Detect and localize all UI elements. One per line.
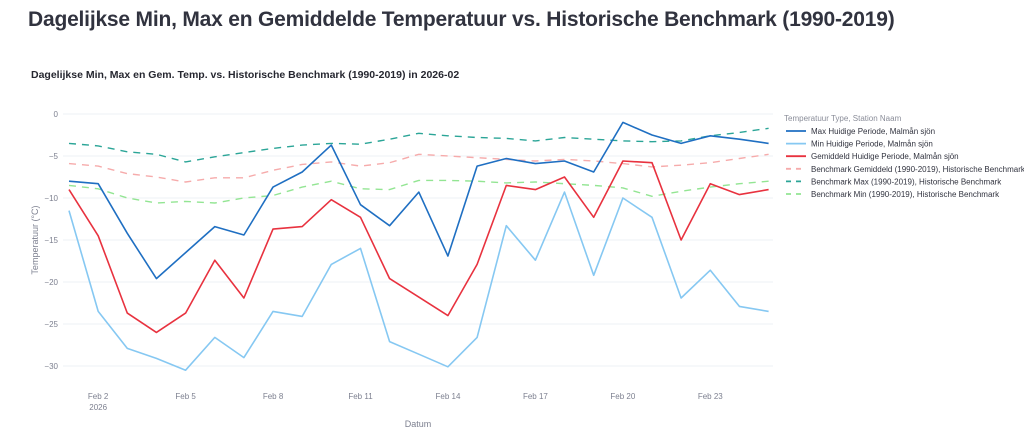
x-tick-label: Feb 11 — [348, 392, 373, 401]
series-lines — [68, 121, 769, 372]
legend[interactable]: Temperatuur Type, Station Naam Max Huidi… — [784, 114, 1024, 199]
legend-label: Benchmark Gemiddeld (1990-2019), Histori… — [811, 165, 1024, 174]
legend-label: Benchmark Max (1990-2019), Historische B… — [811, 177, 1002, 186]
series-line-1 — [68, 191, 769, 372]
chart-title: Dagelijkse Min, Max en Gem. Temp. vs. Hi… — [31, 69, 459, 81]
x-axis-ticks: Feb 2 2026 Feb 5 Feb 8 Feb 11 Feb 14 Feb 17 Feb… — [88, 392, 723, 412]
y-axis-ticks: 0 −5 −10 −15 −20 −25 −30 — [44, 110, 58, 371]
legend-title: Temperatuur Type, Station Naam — [784, 114, 902, 123]
series-line-3 — [68, 153, 769, 183]
series-line-5 — [68, 179, 769, 204]
x-tick-label: Feb 20 — [610, 392, 635, 401]
x-tick-year-label: 2026 — [89, 403, 107, 412]
y-tick-label: −25 — [44, 320, 58, 329]
series-line-4 — [68, 127, 769, 163]
legend-item[interactable]: Min Huidige Periode, Malmån sjön — [786, 140, 933, 149]
legend-item[interactable]: Max Huidige Periode, Malmån sjön — [786, 127, 935, 136]
x-tick-label: Feb 23 — [698, 392, 723, 401]
legend-label: Gemiddeld Huidige Periode, Malmån sjön — [811, 152, 959, 161]
series-line-0 — [68, 121, 769, 280]
legend-item[interactable]: Benchmark Gemiddeld (1990-2019), Histori… — [786, 165, 1024, 174]
y-tick-label: −15 — [44, 236, 58, 245]
y-tick-label: −30 — [44, 362, 58, 371]
x-tick-label: Feb 8 — [263, 392, 284, 401]
legend-item[interactable]: Gemiddeld Huidige Periode, Malmån sjön — [786, 152, 959, 161]
x-axis-title: Datum — [405, 419, 432, 429]
legend-label: Benchmark Min (1990-2019), Historische B… — [811, 190, 1000, 199]
x-tick-label: Feb 14 — [435, 392, 460, 401]
legend-label: Min Huidige Periode, Malmån sjön — [811, 140, 933, 149]
series-line-2 — [68, 160, 769, 334]
legend-item[interactable]: Benchmark Max (1990-2019), Historische B… — [786, 177, 1002, 186]
y-axis-title: Temperatuur (°C) — [30, 205, 40, 274]
legend-item[interactable]: Benchmark Min (1990-2019), Historische B… — [786, 190, 1000, 199]
page-title: Dagelijkse Min, Max en Gemiddelde Temper… — [28, 8, 895, 31]
y-tick-label: −10 — [44, 194, 58, 203]
y-tick-label: −5 — [49, 152, 59, 161]
x-tick-label: Feb 2 — [88, 392, 109, 401]
y-tick-label: 0 — [54, 110, 59, 119]
x-tick-label: Feb 17 — [523, 392, 548, 401]
legend-label: Max Huidige Periode, Malmån sjön — [811, 127, 935, 136]
y-tick-label: −20 — [44, 278, 58, 287]
grid-lines — [63, 113, 773, 367]
x-tick-label: Feb 5 — [175, 392, 196, 401]
